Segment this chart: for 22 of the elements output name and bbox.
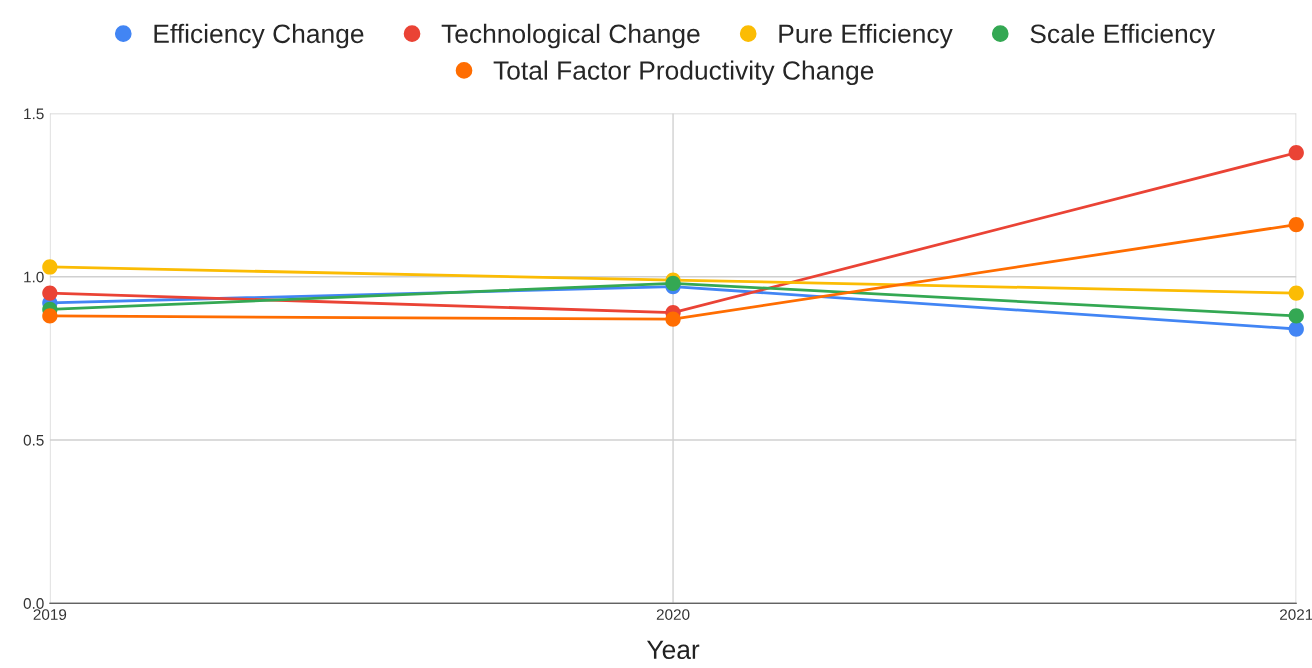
x-tick-label: 2021 (1280, 609, 1312, 620)
legend-label: Efficiency Change (154, 23, 364, 49)
legend-label: Total Factor Productivity Change (493, 60, 874, 86)
point (42, 308, 58, 324)
y-tick-label: 1.5 (24, 108, 44, 120)
point (42, 285, 58, 301)
legend-label: Pure Efficiency (779, 23, 953, 49)
point (1288, 308, 1304, 324)
point (1288, 216, 1304, 233)
point (1288, 321, 1304, 337)
y-tick-label: 0.0 (23, 598, 44, 609)
legend-label: Scale Efficiency (1030, 23, 1216, 49)
x-tick-label: 2019 (33, 609, 67, 620)
y-tick-label: 0.5 (23, 434, 44, 446)
legend-label: Technological Change (441, 23, 700, 49)
y-tick-label: 1.0 (24, 271, 44, 283)
point (1288, 285, 1304, 301)
point (1288, 145, 1304, 161)
x-axis-title: Year (646, 640, 700, 660)
x-tick-label: 2020 (656, 609, 690, 620)
point (42, 259, 58, 275)
point (665, 311, 681, 327)
